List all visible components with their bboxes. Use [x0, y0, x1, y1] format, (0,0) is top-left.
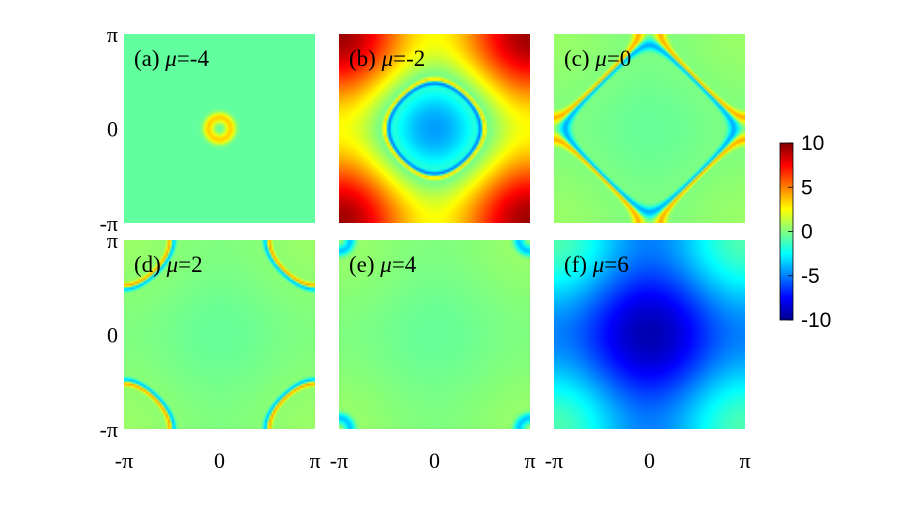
- heatmap-image-d: [124, 240, 315, 429]
- panel-label-symbol: μ: [164, 46, 177, 71]
- panel-label-prefix: (f): [564, 252, 593, 277]
- panel-f: (f) μ=6: [554, 240, 745, 429]
- y-tick-label: π: [107, 228, 118, 253]
- heatmap-image-f: [554, 240, 745, 429]
- heatmap-image-e: [339, 240, 530, 429]
- panel-label-value: =0: [607, 46, 631, 71]
- colorbar-tick-label: 5: [801, 176, 813, 199]
- panel-label-value: =-2: [393, 46, 425, 71]
- x-tick-label: 0: [644, 448, 655, 473]
- panel-label-symbol: μ: [379, 252, 392, 277]
- panel-label-symbol: μ: [166, 252, 179, 277]
- panel-label-symbol: μ: [592, 252, 605, 277]
- y-tick-label: 0: [107, 117, 118, 142]
- heatmap-image-a: [124, 34, 315, 223]
- panel-label-f: (f) μ=6: [564, 252, 629, 277]
- x-tick-label: -π: [545, 448, 563, 473]
- panel-label-c: (c) μ=0: [564, 46, 631, 71]
- panel-label-value: =2: [178, 252, 202, 277]
- panel-label-prefix: (a): [134, 46, 165, 71]
- panel-d: (d) μ=2: [124, 240, 315, 429]
- heatmap-image-b: [339, 34, 530, 223]
- panel-e: (e) μ=4: [339, 240, 530, 429]
- panel-a: (a) μ=-4: [124, 34, 315, 223]
- x-tick-label: 0: [429, 448, 440, 473]
- panel-label-b: (b) μ=-2: [349, 46, 425, 71]
- x-tick-label: -π: [115, 448, 133, 473]
- x-tick-label: π: [309, 448, 320, 473]
- heatmap-image-c: [554, 34, 745, 223]
- heatmap-panels: (a) μ=-4 (b) μ=-2 (c) μ=0(d) μ=2 (e) μ=4 (f)…: [124, 34, 745, 429]
- colorbar-tick-label: 10: [801, 132, 824, 155]
- y-tick-label: π: [107, 22, 118, 47]
- panel-label-e: (e) μ=4: [349, 252, 417, 277]
- panel-label-a: (a) μ=-4: [134, 46, 209, 71]
- colorbar-tick-label: -10: [801, 309, 831, 332]
- colorbar-tick-label: -5: [801, 265, 820, 288]
- panel-label-prefix: (c): [564, 46, 595, 71]
- panel-b: (b) μ=-2: [339, 34, 530, 223]
- y-tick-label: -π: [100, 211, 118, 236]
- axis-ticks: π0-ππ0-π-π 0 π -π 0 π -π 0 π: [100, 22, 751, 473]
- panel-label-symbol: μ: [594, 46, 607, 71]
- y-tick-label: -π: [100, 417, 118, 442]
- panel-label-prefix: (b): [349, 46, 382, 71]
- colorbar: 10 5 0 -5 -10: [779, 132, 831, 332]
- x-tick-label: 0: [214, 448, 225, 473]
- x-tick-label: π: [524, 448, 535, 473]
- x-tick-label: π: [739, 448, 750, 473]
- panel-label-value: =4: [392, 252, 417, 277]
- colorbar-tick-label: 0: [801, 221, 813, 244]
- y-tick-label: 0: [107, 323, 118, 348]
- panel-label-prefix: (d): [134, 252, 167, 277]
- panel-label-prefix: (e): [349, 252, 380, 277]
- panel-label-value: =-4: [177, 46, 210, 71]
- x-tick-label: -π: [330, 448, 348, 473]
- panel-label-value: =6: [604, 252, 628, 277]
- panel-c: (c) μ=0: [554, 34, 745, 223]
- panel-label-symbol: μ: [381, 46, 394, 71]
- panel-label-d: (d) μ=2: [134, 252, 203, 277]
